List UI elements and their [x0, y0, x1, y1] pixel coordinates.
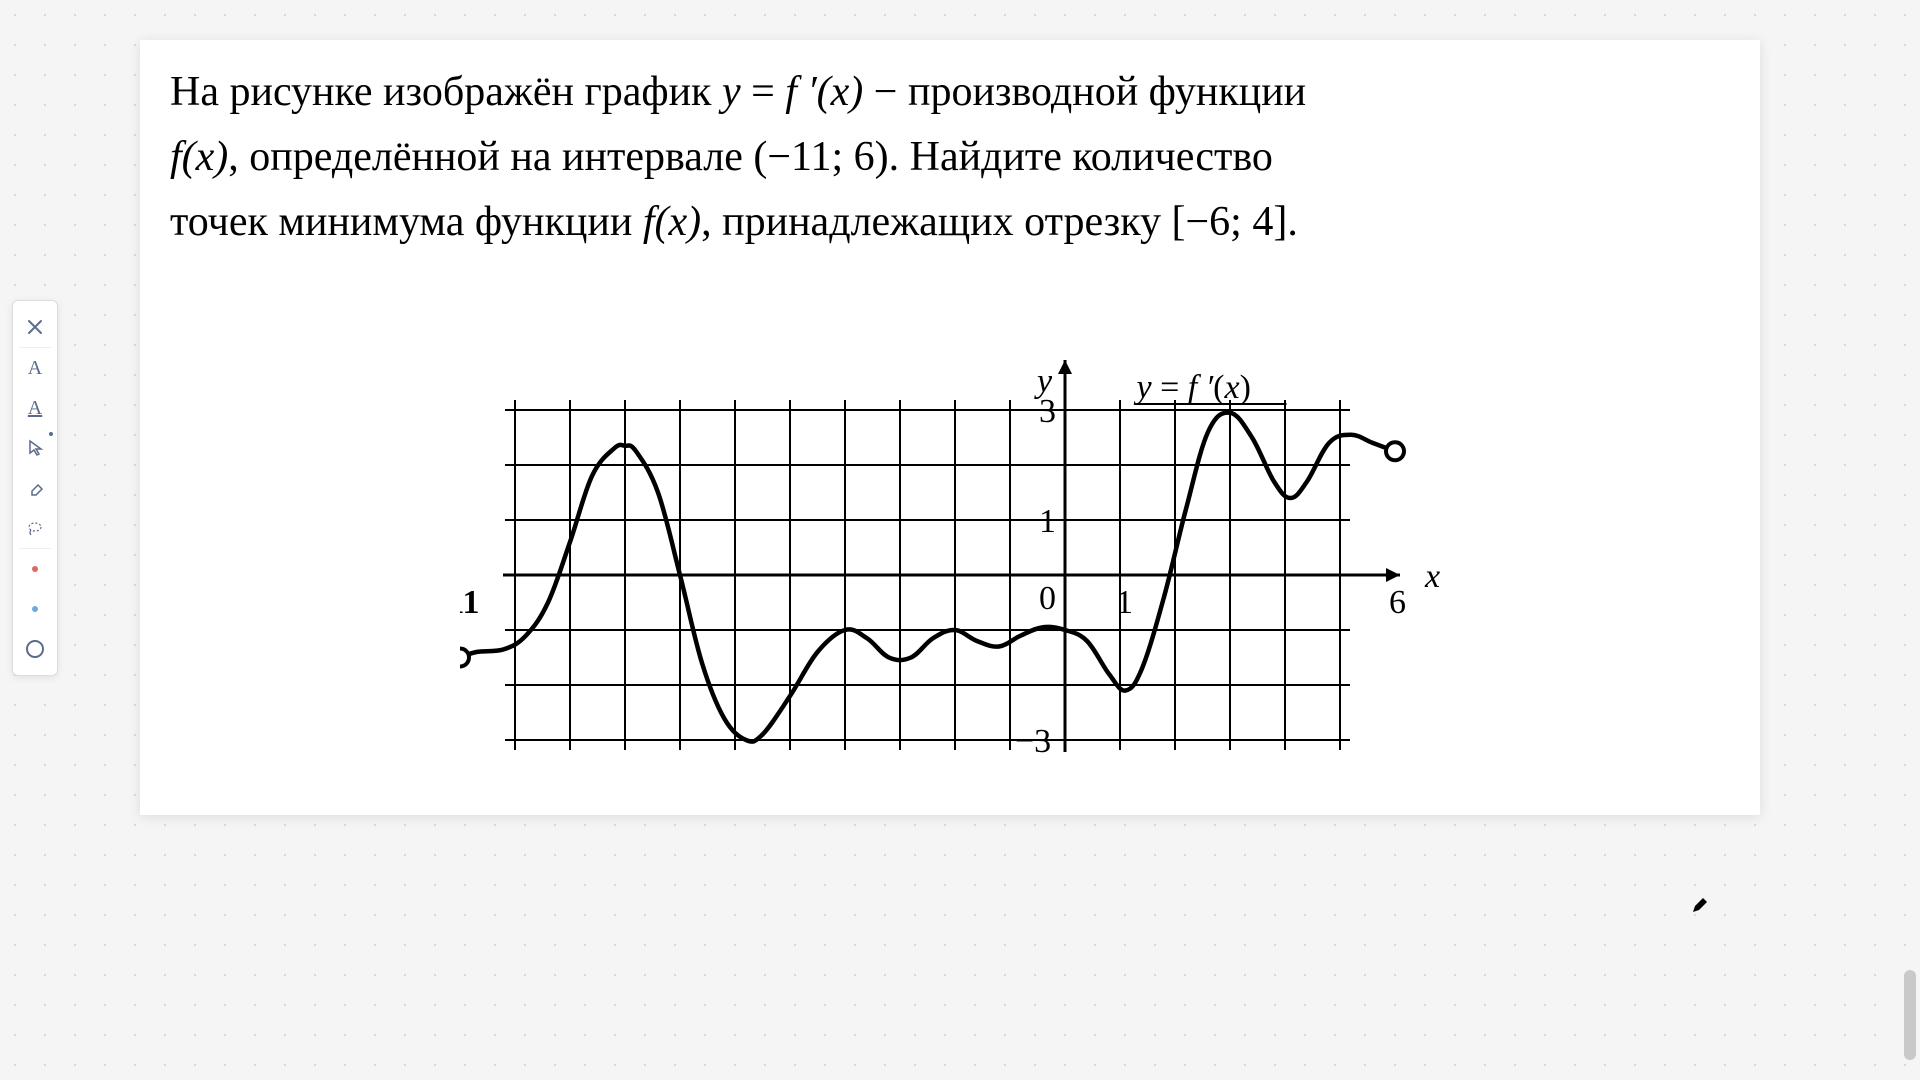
problem-card: На рисунке изображён график y = f ′(x) −… — [140, 40, 1760, 815]
pointer-icon — [25, 438, 45, 458]
letter-a-icon: A — [28, 357, 42, 380]
eraser-tool[interactable] — [19, 468, 51, 508]
text-line1-b: − производной функции — [863, 69, 1306, 115]
blue-pen-tool[interactable] — [19, 589, 51, 629]
derivative-chart: y3101−3−116xy = f ′(x) — [460, 285, 1440, 785]
fx-x-1: (x) — [182, 134, 229, 180]
svg-text:x: x — [1424, 558, 1440, 595]
lasso-icon — [25, 518, 45, 538]
fx-x-2: (x) — [655, 199, 702, 245]
text-tool-a-underline[interactable]: A — [19, 388, 51, 428]
svg-text:−11: −11 — [460, 584, 480, 621]
letter-a-underline-icon: A — [28, 397, 42, 420]
lasso-tool[interactable] — [19, 508, 51, 549]
close-icon — [25, 317, 45, 337]
eq-y: y — [722, 69, 741, 115]
pen-cursor-icon — [1690, 895, 1710, 915]
eq-x: (x) — [817, 69, 864, 115]
text-line2-a: , определённой на интервале (−11; 6). На… — [228, 134, 1273, 180]
fx-f-1: f — [170, 134, 182, 180]
text-line3-b: , принадлежащих отрезку [−6; 4]. — [701, 199, 1298, 245]
eq-eq: = — [741, 69, 786, 115]
circle-tool[interactable] — [19, 629, 51, 669]
svg-text:0: 0 — [1039, 580, 1056, 617]
eq-f: f ′ — [785, 69, 816, 115]
svg-text:y = f ′(x): y = f ′(x) — [1134, 369, 1251, 406]
tool-indicator-dot — [49, 432, 53, 436]
text-line3-a: точек минимума функции — [170, 199, 643, 245]
left-toolbar: A A — [12, 300, 58, 676]
text-line1-a: На рисунке изображён график — [170, 69, 722, 115]
red-pen-tool[interactable] — [19, 549, 51, 589]
close-tool[interactable] — [19, 307, 51, 348]
svg-text:6: 6 — [1389, 584, 1406, 621]
chart-container: y3101−3−116xy = f ′(x) — [170, 285, 1730, 785]
svg-text:3: 3 — [1039, 393, 1056, 430]
text-tool-a[interactable]: A — [19, 348, 51, 388]
svg-text:1: 1 — [1116, 584, 1133, 621]
fx-f-2: f — [643, 199, 655, 245]
svg-text:−3: −3 — [1015, 723, 1051, 760]
vertical-scrollbar-thumb[interactable] — [1904, 970, 1916, 1060]
svg-text:1: 1 — [1039, 503, 1056, 540]
eraser-icon — [25, 478, 45, 498]
problem-text: На рисунке изображён график y = f ′(x) −… — [170, 60, 1730, 255]
pointer-tool[interactable] — [19, 428, 51, 468]
